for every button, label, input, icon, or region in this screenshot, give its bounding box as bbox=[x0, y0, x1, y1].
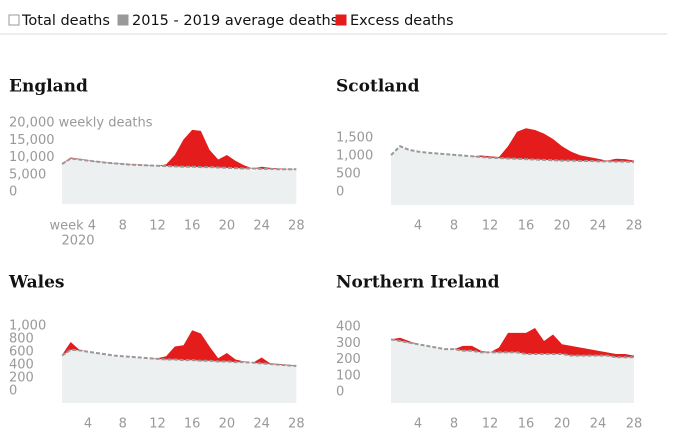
x-tick-label: 20 bbox=[554, 417, 571, 432]
excess-area bbox=[62, 330, 297, 366]
x-tick-label: 20 bbox=[219, 219, 236, 234]
average-line bbox=[390, 338, 634, 359]
y-tick-label: 600 bbox=[9, 345, 34, 360]
y-tick-label: 20,000 weekly deaths bbox=[9, 116, 153, 131]
x-tick-label: 28 bbox=[288, 417, 305, 432]
y-tick-label: 100 bbox=[336, 368, 361, 383]
y-tick-label: 15,000 bbox=[9, 133, 55, 148]
legend-label: 2015 - 2019 average deaths bbox=[132, 13, 338, 29]
x-tick-label: 4 bbox=[414, 417, 422, 432]
x-tick-label: 12 bbox=[149, 219, 166, 234]
total-area bbox=[391, 128, 634, 205]
x-tick-label: 8 bbox=[119, 219, 127, 234]
x-tick-label: 20 bbox=[219, 417, 236, 432]
y-tick-label: 200 bbox=[336, 352, 361, 367]
x-tick-label: 16 bbox=[518, 219, 535, 234]
x-tick-label: 16 bbox=[184, 417, 201, 432]
x-tick-label: 24 bbox=[253, 219, 270, 234]
y-tick-label: 0 bbox=[336, 385, 344, 400]
excess-area bbox=[391, 128, 634, 163]
legend-swatch bbox=[335, 14, 347, 26]
y-tick-label: 1,000 bbox=[9, 319, 46, 334]
x-tick-label: 8 bbox=[119, 417, 127, 432]
y-tick-label: 800 bbox=[9, 332, 34, 347]
x-tick-label: 4 bbox=[414, 219, 422, 234]
y-tick-label: 0 bbox=[9, 185, 17, 200]
chart-title: England bbox=[9, 77, 88, 97]
legend-label: Total deaths bbox=[21, 13, 110, 29]
excess-area bbox=[391, 328, 634, 358]
y-tick-label: 1,500 bbox=[336, 131, 373, 146]
x-tick-label: 24 bbox=[590, 219, 607, 234]
chart-title: Wales bbox=[8, 273, 64, 293]
x-tick-label: 28 bbox=[288, 219, 305, 234]
x-tick-label: 12 bbox=[482, 417, 499, 432]
x-tick-label: 24 bbox=[253, 417, 270, 432]
x-tick-label: 12 bbox=[482, 219, 499, 234]
y-tick-label: 400 bbox=[9, 358, 34, 373]
legend-label: Excess deaths bbox=[350, 13, 454, 29]
total-area bbox=[62, 330, 297, 403]
y-tick-label: 1,000 bbox=[336, 149, 373, 164]
y-tick-label: 300 bbox=[336, 336, 361, 351]
x-tick-label: 12 bbox=[149, 417, 166, 432]
x-tick-label: 16 bbox=[184, 219, 201, 234]
total-area bbox=[62, 129, 297, 204]
excess-area bbox=[62, 129, 297, 170]
y-tick-label: 200 bbox=[9, 371, 34, 386]
y-tick-label: 500 bbox=[336, 167, 361, 182]
x-tick-label: 28 bbox=[626, 417, 643, 432]
x-year-label: 2020 bbox=[61, 234, 94, 249]
chart-title: Scotland bbox=[336, 77, 420, 97]
x-tick-label: 24 bbox=[590, 417, 607, 432]
x-tick-label: 8 bbox=[450, 219, 458, 234]
y-tick-label: 0 bbox=[9, 384, 17, 399]
y-tick-label: 10,000 bbox=[9, 150, 55, 165]
average-line bbox=[390, 145, 635, 164]
x-tick-label: week 4 bbox=[49, 219, 96, 234]
y-tick-label: 0 bbox=[336, 185, 344, 200]
legend-swatch bbox=[117, 14, 129, 26]
x-tick-label: 4 bbox=[84, 417, 92, 432]
x-tick-label: 8 bbox=[450, 417, 458, 432]
x-tick-label: 20 bbox=[554, 219, 571, 234]
x-tick-label: 28 bbox=[626, 219, 643, 234]
chart-title: Northern Ireland bbox=[336, 273, 500, 293]
legend-swatch bbox=[8, 14, 20, 26]
y-tick-label: 5,000 bbox=[9, 167, 46, 182]
y-tick-label: 400 bbox=[336, 320, 361, 335]
x-tick-label: 16 bbox=[518, 417, 535, 432]
